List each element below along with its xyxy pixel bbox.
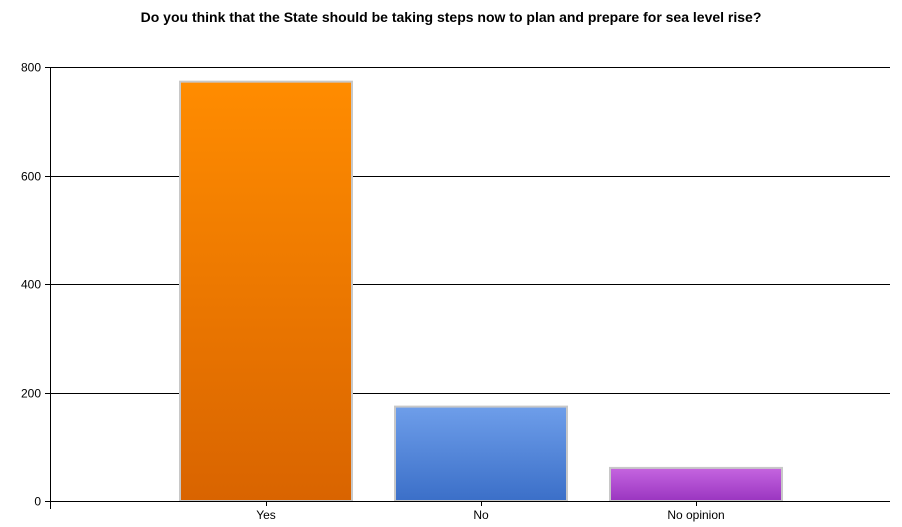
y-tick-label-600: 600 (21, 170, 41, 184)
x-tick-label-no: No (473, 508, 489, 522)
chart-title-text: Do you think that the State should be ta… (140, 9, 762, 25)
bar-no (394, 405, 568, 503)
x-tick-labels: Yes No No opinion (256, 508, 724, 522)
bars (179, 80, 783, 503)
bar-yes (179, 80, 353, 503)
axes (45, 67, 890, 509)
y-tick-label-800: 800 (21, 61, 41, 75)
y-tick-label-400: 400 (21, 278, 41, 292)
y-tick-label-200: 200 (21, 387, 41, 401)
gridlines (50, 67, 890, 394)
x-tick-label-no-opinion: No opinion (667, 508, 724, 522)
bar-no-opinion (609, 466, 783, 502)
y-tick-label-0: 0 (34, 495, 41, 509)
chart-title: Do you think that the State should be ta… (0, 0, 902, 44)
y-tick-labels: 0 200 400 600 800 (21, 61, 41, 509)
x-tick-label-yes: Yes (256, 508, 276, 522)
